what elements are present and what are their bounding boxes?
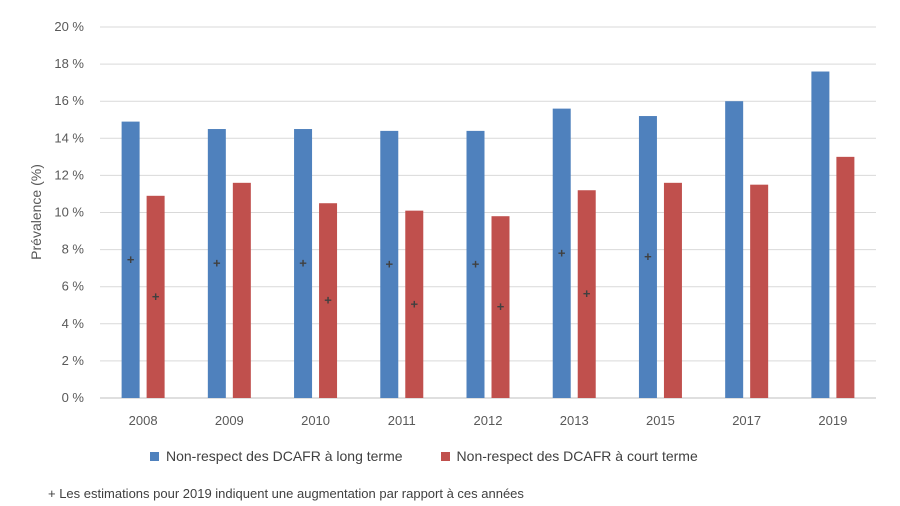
y-tick-label: 2 % (62, 353, 85, 368)
estimate-marker: + (213, 256, 221, 271)
legend-swatch-short-term (440, 451, 450, 461)
x-tick-label: 2009 (215, 413, 244, 428)
legend-label-short-term: Non-respect des DCAFR à court terme (456, 448, 698, 464)
estimate-marker: + (385, 256, 393, 271)
legend: Non-respect des DCAFR à long terme Non-r… (150, 448, 698, 464)
y-axis-ticks: 0 % 2 % 4 % 6 % 8 % 10 % 12 % 14 % 16 % 18 % 20 % (54, 19, 84, 405)
estimate-marker: + (324, 293, 332, 308)
y-tick-label: 14 % (54, 130, 84, 145)
bar-long-term-2009 (207, 129, 226, 398)
estimate-marker: + (299, 256, 307, 271)
bar-short-term-2015 (663, 182, 682, 398)
bar-short-term-2011 (405, 210, 424, 398)
x-axis-ticks: 2008 2009 2010 2011 2012 2013 2015 2017 2019 (129, 413, 848, 428)
bar-short-term-2009 (232, 182, 251, 398)
y-tick-label: 0 % (62, 390, 85, 405)
legend-item-long-term: Non-respect des DCAFR à long terme (150, 448, 403, 464)
x-tick-label: 2008 (129, 413, 158, 428)
bars (121, 71, 855, 399)
bar-long-term-2008 (121, 121, 140, 398)
bar-long-term-2015 (638, 116, 657, 398)
x-tick-label: 2015 (646, 413, 675, 428)
x-tick-label: 2013 (560, 413, 589, 428)
estimate-marker: + (410, 296, 418, 311)
bar-short-term-2017 (750, 184, 769, 398)
estimate-marker: + (644, 249, 652, 264)
estimate-marker: + (127, 252, 135, 267)
estimate-marker: + (497, 299, 505, 314)
x-tick-label: 2010 (301, 413, 330, 428)
markers: + + + + + + + + + + + + (127, 245, 652, 314)
bar-long-term-2017 (725, 101, 744, 398)
estimate-marker: + (152, 289, 160, 304)
y-tick-label: 18 % (54, 56, 84, 71)
y-tick-label: 6 % (62, 279, 85, 294)
y-tick-label: 20 % (54, 19, 84, 34)
bar-short-term-2012 (491, 216, 510, 398)
bar-short-term-2008 (146, 195, 165, 398)
bar-long-term-2019 (811, 71, 830, 399)
legend-swatch-long-term (150, 451, 159, 461)
bar-short-term-2013 (577, 190, 596, 398)
bar-long-term-2012 (466, 130, 485, 398)
legend-label-long-term: Non-respect des DCAFR à long terme (166, 448, 403, 464)
y-tick-label: 10 % (54, 205, 84, 220)
y-tick-label: 8 % (62, 242, 85, 257)
bar-long-term-2013 (552, 108, 571, 399)
legend-item-short-term: Non-respect des DCAFR à court terme (440, 448, 698, 464)
x-tick-label: 2019 (818, 413, 847, 428)
estimate-marker: + (583, 286, 591, 301)
y-axis-title: Prévalence (%) (28, 164, 44, 260)
x-tick-label: 2017 (732, 413, 761, 428)
bar-short-term-2010 (319, 203, 338, 398)
bar-short-term-2019 (836, 156, 855, 398)
footnote: + Les estimations pour 2019 indiquent un… (48, 486, 524, 501)
gridlines (100, 26, 876, 399)
y-tick-label: 4 % (62, 316, 85, 331)
x-tick-label: 2011 (388, 413, 416, 428)
x-tick-label: 2012 (474, 413, 503, 428)
estimate-marker: + (558, 245, 566, 260)
y-tick-label: 12 % (54, 167, 84, 182)
bar-long-term-2010 (294, 129, 313, 398)
y-tick-label: 16 % (54, 93, 84, 108)
bar-long-term-2011 (380, 130, 399, 398)
estimate-marker: + (472, 256, 480, 271)
